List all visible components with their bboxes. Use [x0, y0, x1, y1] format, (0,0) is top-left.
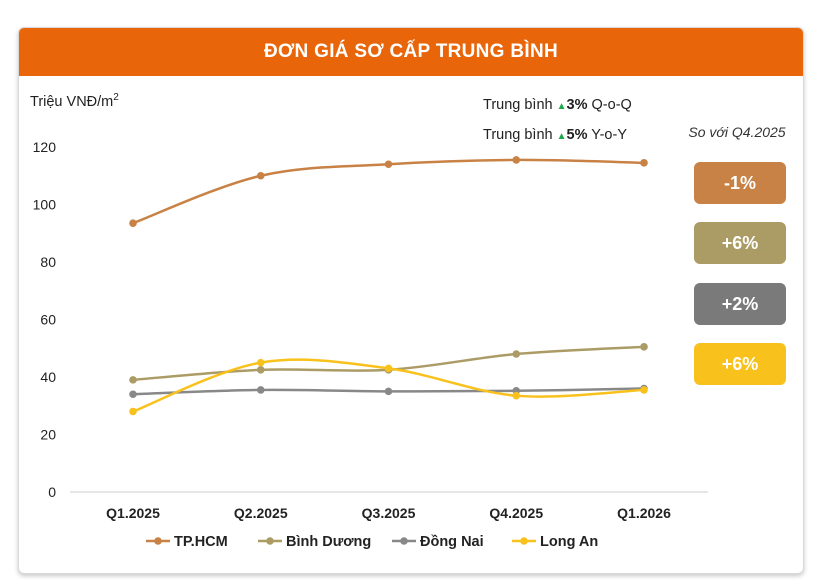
data-point: [256, 171, 265, 180]
x-ticks: Q1.2025 Q2.2025 Q3.2025 Q4.2025 Q1.2026: [106, 505, 671, 521]
comparison-badge: +6%: [694, 343, 786, 385]
badge-background: [694, 162, 786, 204]
legend-item: Long An: [512, 534, 598, 550]
data-point: [129, 219, 137, 227]
legend-label: Bình Dương: [286, 534, 371, 550]
x-tick-label: Q1.2026: [617, 505, 671, 521]
series-line: [132, 158, 645, 225]
series-1: [129, 343, 648, 384]
y-tick-label: 120: [33, 139, 57, 155]
legend-swatch-marker: [154, 537, 162, 545]
svg-text:Trung bình ▲5% Y-o-Y: Trung bình ▲5% Y-o-Y: [483, 127, 627, 143]
y-axis-label: Triệu VNĐ/m2: [30, 92, 119, 110]
qoq-suffix: Q-o-Q: [588, 97, 632, 113]
y-axis-label-superscript: 2: [113, 92, 119, 103]
legend-item: TP.HCM: [146, 534, 228, 550]
qoq-annotation: Trung bình ▲3% Q-o-Q: [483, 97, 632, 113]
series-0: [129, 156, 648, 227]
x-tick-label: Q2.2025: [234, 505, 288, 521]
badge-value: +6%: [722, 233, 759, 253]
qoq-prefix: Trung bình: [483, 97, 557, 113]
data-point: [256, 358, 265, 367]
x-tick-label: Q1.2025: [106, 505, 160, 521]
yoy-prefix: Trung bình: [483, 127, 557, 143]
legend-swatch-marker: [266, 537, 274, 545]
comparison-badge: +6%: [694, 222, 786, 264]
comparison-badges: -1% +6% +2% +6%: [694, 162, 786, 385]
data-point: [256, 366, 265, 374]
data-point: [512, 391, 521, 400]
y-tick-label: 100: [33, 197, 57, 213]
badge-value: +2%: [722, 294, 759, 314]
data-point: [640, 343, 648, 351]
legend: TP.HCM Bình Dương Đồng Nai Long An: [146, 534, 598, 550]
series-3: [129, 358, 648, 416]
data-point: [384, 364, 393, 373]
legend-item: Bình Dương: [258, 534, 371, 550]
yoy-value: 5%: [567, 127, 588, 143]
data-point: [384, 160, 393, 169]
data-point: [640, 386, 648, 394]
series-line: [132, 345, 645, 382]
badge-background: [694, 343, 786, 385]
x-tick-label: Q3.2025: [362, 505, 416, 521]
yoy-annotation: Trung bình ▲5% Y-o-Y: [483, 127, 627, 143]
chart-card: ĐƠN GIÁ SƠ CẤP TRUNG BÌNH: [18, 27, 804, 574]
data-point: [512, 156, 521, 164]
y-tick-label: 40: [40, 369, 56, 385]
y-tick-label: 0: [48, 484, 56, 500]
data-point: [129, 376, 137, 384]
legend-label: Long An: [540, 534, 598, 550]
y-tick-label: 20: [40, 427, 56, 443]
data-point: [640, 159, 648, 167]
series-2: [129, 384, 648, 399]
data-point: [129, 407, 137, 416]
y-axis-label-text: Triệu VNĐ/m: [30, 94, 113, 110]
qoq-value: 3%: [567, 97, 588, 113]
comparison-badge: -1%: [694, 162, 786, 204]
y-ticks: 0 20 40 60 80 100 120: [33, 139, 57, 500]
badge-background: [694, 222, 786, 264]
series-lines: [129, 156, 648, 416]
comparison-badge: +2%: [694, 283, 786, 325]
comparison-label: So với Q4.2025: [688, 124, 785, 140]
data-point: [129, 390, 137, 399]
badge-value: +6%: [722, 354, 759, 374]
legend-item: Đồng Nai: [392, 534, 484, 550]
data-point: [512, 350, 521, 358]
data-point: [256, 386, 265, 394]
y-tick-label: 60: [40, 312, 56, 328]
legend-swatch-marker: [400, 537, 408, 545]
legend-swatch-marker: [520, 537, 528, 545]
yoy-suffix: Y-o-Y: [588, 127, 628, 143]
svg-text:Trung bình ▲3% Q-o-Q: Trung bình ▲3% Q-o-Q: [483, 97, 632, 113]
legend-label: TP.HCM: [174, 534, 228, 550]
yoy-up-arrow-icon: ▲: [557, 131, 567, 142]
svg-text:Triệu VNĐ/m2: Triệu VNĐ/m2: [30, 92, 119, 110]
x-tick-label: Q4.2025: [489, 505, 543, 521]
legend-label: Đồng Nai: [420, 534, 484, 550]
badge-value: -1%: [724, 173, 756, 193]
y-tick-label: 80: [40, 254, 56, 270]
data-point: [384, 387, 393, 396]
chart-title: ĐƠN GIÁ SƠ CẤP TRUNG BÌNH: [19, 28, 803, 76]
badge-background: [694, 283, 786, 325]
qoq-up-arrow-icon: ▲: [557, 101, 567, 112]
